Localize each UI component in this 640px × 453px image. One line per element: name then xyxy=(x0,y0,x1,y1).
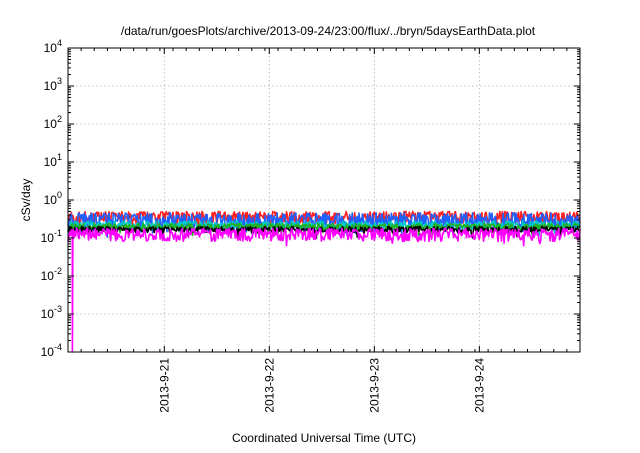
y-tick-label: 102 xyxy=(44,114,62,131)
series-layer xyxy=(67,210,581,353)
x-tick-label: 2013-9-21 xyxy=(157,358,171,413)
x-axis-ticks: 2013-9-21 2013-9-22 2013-9-23 2013-9-24 xyxy=(67,48,581,413)
chart-title: /data/run/goesPlots/archive/2013-09-24/2… xyxy=(121,24,536,38)
y-tick-label: 104 xyxy=(44,38,62,55)
y-axis-ticks: 10-4 10-3 10-2 10-1 100 101 102 103 104 xyxy=(41,38,580,359)
y-tick-label: 10-3 xyxy=(41,304,62,321)
y-tick-label: 101 xyxy=(44,152,62,169)
y-tick-label: 10-4 xyxy=(41,342,62,359)
x-tick-label: 2013-9-22 xyxy=(262,358,276,413)
grid-layer xyxy=(68,48,580,352)
x-tick-label: 2013-9-23 xyxy=(367,358,381,413)
x-axis-label: Coordinated Universal Time (UTC) xyxy=(232,431,416,445)
y-tick-label: 10-2 xyxy=(41,266,62,283)
series-line-6 xyxy=(67,227,581,353)
x-tick-label: 2013-9-24 xyxy=(472,358,486,413)
y-tick-label: 103 xyxy=(44,76,62,93)
y-tick-label: 100 xyxy=(44,190,62,207)
y-tick-label: 10-1 xyxy=(41,228,62,245)
y-axis-label: cSv/day xyxy=(19,179,33,222)
